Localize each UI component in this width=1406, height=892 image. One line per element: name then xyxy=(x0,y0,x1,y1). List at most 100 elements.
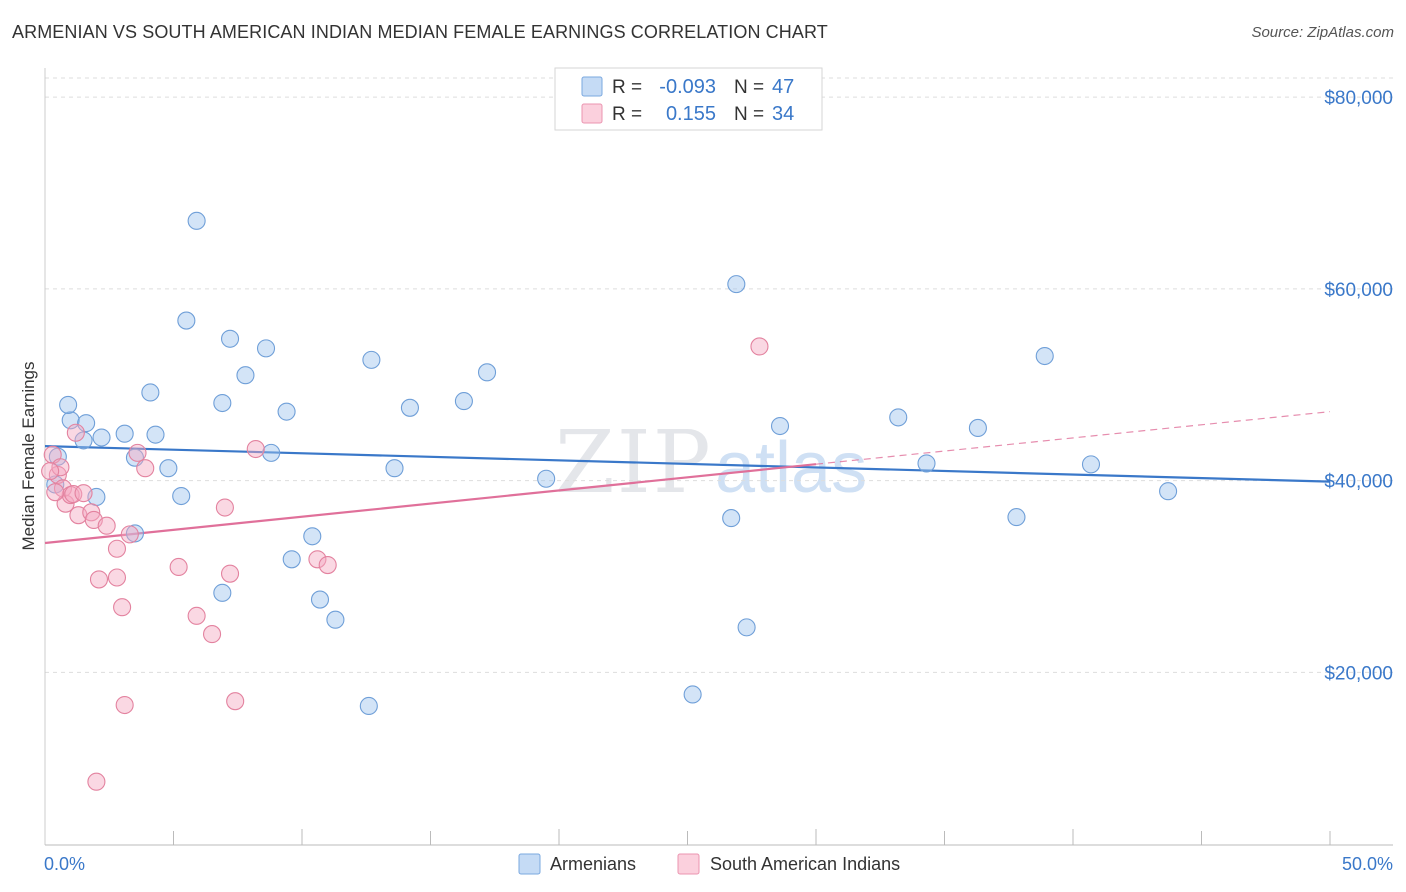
armenian-point xyxy=(92,428,111,447)
trend-line-south-american-indians xyxy=(44,463,817,545)
legend-swatch-armenians xyxy=(581,76,603,97)
source-label: Source: ZipAtlas.com xyxy=(1251,24,1394,41)
armenian-point xyxy=(454,392,473,411)
armenian-point xyxy=(889,408,908,427)
south-american-indian-point xyxy=(56,494,75,513)
south-american-indian-point xyxy=(128,443,147,462)
x-tick-label-min: 0.0% xyxy=(44,854,85,874)
armenian-point xyxy=(1081,455,1101,474)
armenian-point xyxy=(213,393,232,413)
armenian-point xyxy=(727,275,746,294)
south-american-indian-point xyxy=(66,423,85,442)
armenian-point xyxy=(146,425,165,444)
x-tick-label-max: 50.0% xyxy=(1342,854,1393,874)
y-axis-label: Median Female Earnings xyxy=(19,362,38,551)
armenian-point xyxy=(737,618,756,637)
armenian-point xyxy=(172,486,191,506)
armenian-point xyxy=(310,590,330,609)
y-tick-label: $40,000 xyxy=(1324,472,1393,493)
legend-r-value-2: 0.155 xyxy=(666,103,716,125)
armenian-point xyxy=(359,696,378,716)
armenian-point xyxy=(159,459,178,478)
legend-swatch-south-american-indians xyxy=(581,103,603,124)
south-american-indian-point xyxy=(203,625,222,644)
axes xyxy=(44,68,1393,846)
y-tick-label: $60,000 xyxy=(1324,280,1393,301)
south-american-indian-point xyxy=(87,772,106,791)
south-american-indian-point xyxy=(750,337,769,356)
armenian-point xyxy=(236,366,255,385)
data-points xyxy=(41,211,1178,791)
bottom-legend-label-south-american-indians: South American Indians xyxy=(710,854,900,874)
armenian-point xyxy=(326,610,345,629)
armenian-point xyxy=(770,416,790,436)
y-tick-labels: $20,000 $40,000 $60,000 $80,000 xyxy=(1324,88,1393,684)
legend-n-value-2: 34 xyxy=(772,103,794,125)
legend-r-label-1: R = xyxy=(612,77,642,98)
south-american-indian-point xyxy=(107,539,127,558)
armenian-point xyxy=(722,509,741,528)
south-american-indian-point xyxy=(136,459,155,478)
armenian-point xyxy=(282,550,301,569)
south-american-indian-point xyxy=(318,555,337,575)
south-american-indian-point xyxy=(113,598,132,617)
armenian-point xyxy=(177,311,196,330)
south-american-indian-point xyxy=(97,516,116,535)
armenian-point xyxy=(1159,482,1178,501)
y-tick-label: $20,000 xyxy=(1324,663,1393,684)
south-american-indian-point xyxy=(41,462,60,481)
trend-line-armenians xyxy=(44,445,1331,483)
armenian-point xyxy=(74,431,93,450)
armenian-point xyxy=(683,685,702,704)
armenian-point xyxy=(220,329,240,348)
armenian-point xyxy=(213,583,232,602)
armenian-point xyxy=(362,350,381,369)
armenian-point xyxy=(262,443,281,462)
armenian-point xyxy=(385,459,404,478)
legend-n-label-2: N = xyxy=(734,104,764,125)
bottom-legend-swatch-armenians xyxy=(518,853,541,875)
south-american-indian-point xyxy=(51,458,70,477)
armenian-point xyxy=(187,211,206,230)
south-american-indian-point xyxy=(220,564,240,583)
bottom-legend-label-armenians: Armenians xyxy=(550,854,636,874)
legend-bottom: Armenians South American Indians xyxy=(518,853,900,875)
trend-lines xyxy=(44,411,1331,545)
armenian-point xyxy=(125,524,144,543)
chart-title: ARMENIAN VS SOUTH AMERICAN INDIAN MEDIAN… xyxy=(12,22,828,42)
armenian-point xyxy=(968,418,987,437)
armenian-point xyxy=(1007,508,1026,527)
legend-r-value-1: -0.093 xyxy=(659,76,716,98)
legend-n-value-1: 47 xyxy=(772,76,794,98)
south-american-indian-point xyxy=(115,695,134,715)
armenian-point xyxy=(917,454,936,473)
south-american-indian-point xyxy=(215,498,234,517)
south-american-indian-point xyxy=(169,557,188,577)
south-american-indian-point xyxy=(107,568,127,587)
south-american-indian-point xyxy=(120,525,139,544)
armenian-point xyxy=(537,469,556,488)
bottom-legend-swatch-south-american-indians xyxy=(677,853,700,875)
trend-line-south-american-indians-extension xyxy=(815,411,1331,465)
south-american-indian-point xyxy=(74,484,93,503)
legend-n-label-1: N = xyxy=(734,77,764,98)
armenian-point xyxy=(115,424,134,443)
south-american-indian-point xyxy=(187,606,206,625)
armenian-point xyxy=(1035,346,1054,366)
south-american-indian-point xyxy=(89,570,109,589)
y-tick-label: $80,000 xyxy=(1324,88,1393,109)
south-american-indian-point xyxy=(308,550,327,569)
legend-r-label-2: R = xyxy=(612,104,642,125)
south-american-indian-point xyxy=(246,439,265,459)
armenian-point xyxy=(277,402,296,421)
legend-top: R = -0.093 N = 47 R = 0.155 N = 34 xyxy=(554,67,823,131)
armenian-point xyxy=(141,383,160,402)
armenian-point xyxy=(477,363,497,382)
armenian-point xyxy=(59,395,78,414)
south-american-indian-point xyxy=(46,483,65,502)
south-american-indian-point xyxy=(226,692,245,711)
armenian-point xyxy=(303,527,322,546)
armenian-point xyxy=(400,398,419,417)
armenian-point xyxy=(256,339,276,358)
